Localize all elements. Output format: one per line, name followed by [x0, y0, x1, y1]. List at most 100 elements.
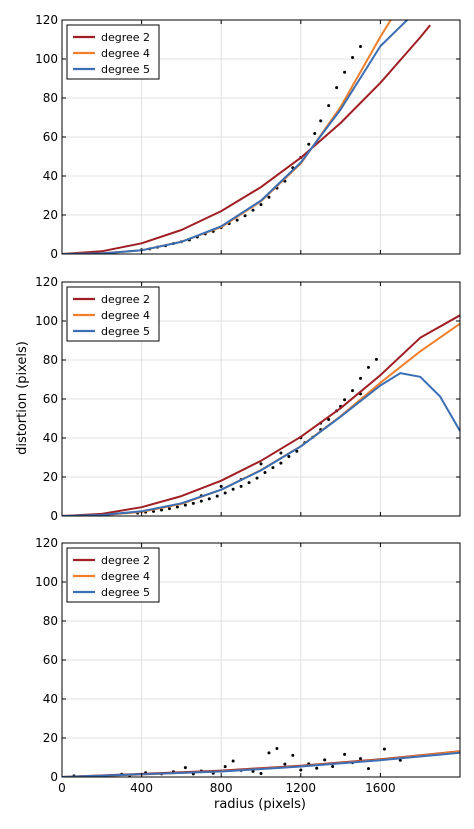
- data-point: [235, 218, 239, 222]
- y-tick-label: 0: [50, 509, 58, 523]
- data-point: [366, 365, 370, 369]
- data-point: [299, 768, 303, 772]
- plot-area: [62, 747, 460, 777]
- data-point: [279, 461, 283, 465]
- data-point: [398, 758, 402, 762]
- data-point: [251, 208, 255, 212]
- data-point: [307, 142, 311, 146]
- data-point: [267, 195, 271, 199]
- data-point: [343, 70, 347, 74]
- legend-label: degree 2: [101, 554, 150, 567]
- data-point: [359, 45, 362, 49]
- data-point: [231, 759, 235, 763]
- data-point: [279, 451, 283, 455]
- data-point: [199, 499, 203, 503]
- x-tick-label: 0: [58, 781, 66, 795]
- series-line-degree-5: [62, 751, 460, 777]
- plot-area: [62, 314, 460, 516]
- data-point: [271, 466, 275, 470]
- legend-label: degree 5: [101, 586, 150, 599]
- data-point: [239, 484, 243, 488]
- legend-label: degree 5: [101, 63, 150, 76]
- legend-label: degree 4: [101, 309, 150, 322]
- data-point: [183, 766, 187, 770]
- series-line-degree-2: [62, 24, 431, 254]
- data-point: [331, 764, 335, 768]
- data-point: [183, 503, 187, 507]
- series-line-degree-2: [62, 314, 460, 516]
- y-tick-label: 120: [35, 275, 58, 289]
- y-tick-label: 0: [50, 247, 58, 261]
- data-point: [327, 104, 331, 108]
- data-point: [223, 765, 227, 769]
- data-point: [343, 398, 347, 402]
- x-tick-label: 800: [210, 781, 233, 795]
- data-point: [267, 751, 271, 755]
- y-tick-label: 20: [43, 731, 58, 745]
- data-point: [291, 753, 295, 757]
- data-point: [283, 762, 287, 766]
- data-point: [359, 757, 362, 761]
- data-point: [191, 501, 195, 505]
- data-point: [319, 119, 323, 123]
- y-tick-label: 60: [43, 392, 58, 406]
- y-tick-label: 0: [50, 770, 58, 784]
- data-point: [175, 505, 179, 509]
- data-point: [366, 767, 370, 771]
- y-tick-label: 20: [43, 470, 58, 484]
- y-axis-label: distortion (pixels): [15, 341, 30, 455]
- data-point: [215, 494, 219, 498]
- series-line-degree-5: [62, 372, 460, 516]
- data-point: [351, 389, 355, 393]
- data-point: [259, 203, 263, 207]
- data-point: [287, 455, 291, 459]
- x-tick-label: 1600: [365, 781, 396, 795]
- x-tick-label: 1200: [286, 781, 317, 795]
- data-point: [251, 769, 255, 773]
- data-point: [259, 462, 263, 466]
- data-point: [359, 376, 362, 380]
- data-point: [351, 55, 355, 59]
- data-point: [231, 487, 235, 491]
- legend: degree 2 degree 4 degree 5: [66, 24, 160, 80]
- legend-label: degree 4: [101, 47, 150, 60]
- legend: degree 2 degree 4 degree 5: [66, 286, 160, 342]
- y-tick-label: 40: [43, 692, 58, 706]
- data-point: [219, 484, 223, 488]
- data-point: [167, 507, 171, 511]
- y-tick-label: 60: [43, 130, 58, 144]
- data-point: [323, 758, 327, 762]
- data-point: [315, 766, 319, 770]
- data-point: [313, 131, 317, 135]
- data-point: [223, 491, 227, 495]
- panel-2: 0 20 40 60 80 100 120 degree 2 degree 4 degree 5: [35, 275, 461, 523]
- y-tick-label: 60: [43, 653, 58, 667]
- y-tick-label: 120: [35, 536, 58, 550]
- legend-label: degree 5: [101, 325, 150, 338]
- y-tick-label: 120: [35, 13, 58, 27]
- panel-1: 0 20 40 60 80 100 120 degree 2 degree 4 degree 5: [35, 13, 461, 261]
- series-line-degree-4: [62, 322, 460, 516]
- y-tick-label: 80: [43, 353, 58, 367]
- data-point: [374, 357, 378, 361]
- data-point: [295, 449, 299, 453]
- y-tick-label: 40: [43, 169, 58, 183]
- legend-label: degree 2: [101, 31, 150, 44]
- y-tick-label: 40: [43, 431, 58, 445]
- y-tick-label: 80: [43, 91, 58, 105]
- y-tick-label: 100: [35, 575, 58, 589]
- data-point: [259, 771, 263, 775]
- data-point: [275, 747, 279, 751]
- legend: degree 2 degree 4 degree 5: [66, 547, 160, 603]
- y-tick-label: 20: [43, 208, 58, 222]
- y-tick-label: 100: [35, 52, 58, 66]
- x-axis-label: radius (pixels): [214, 797, 306, 812]
- y-tick-label: 100: [35, 314, 58, 328]
- data-point: [327, 417, 331, 421]
- legend-label: degree 2: [101, 293, 150, 306]
- data-point: [335, 86, 339, 90]
- legend-label: degree 4: [101, 570, 150, 583]
- data-point: [263, 471, 267, 475]
